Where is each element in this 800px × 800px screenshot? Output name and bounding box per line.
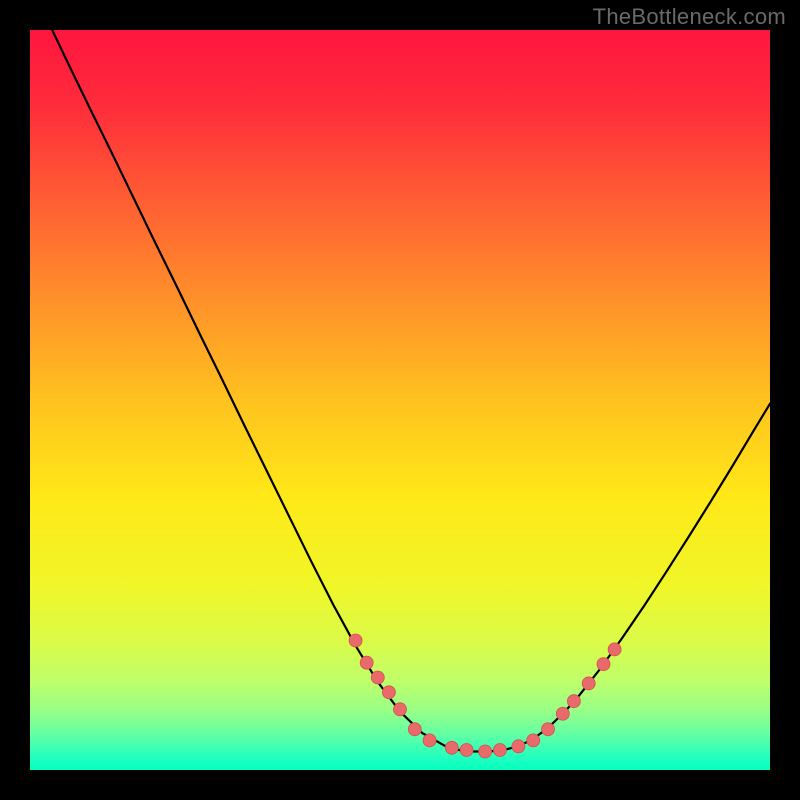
chart-svg <box>30 30 770 770</box>
curve-marker <box>582 677 595 690</box>
curve-marker <box>349 634 362 647</box>
curve-marker <box>556 707 569 720</box>
curve-marker <box>567 695 580 708</box>
curve-marker <box>479 745 492 758</box>
curve-marker <box>423 734 436 747</box>
curve-marker <box>597 658 610 671</box>
curve-marker <box>408 723 421 736</box>
bottleneck-curve <box>52 30 770 752</box>
curve-marker <box>512 740 525 753</box>
curve-marker <box>371 671 384 684</box>
curve-marker <box>445 741 458 754</box>
curve-marker <box>493 744 506 757</box>
curve-marker <box>608 643 621 656</box>
curve-marker <box>394 703 407 716</box>
curve-marker <box>460 744 473 757</box>
marker-group <box>349 634 621 758</box>
plot-area <box>30 30 770 770</box>
curve-marker <box>527 734 540 747</box>
curve-marker <box>360 656 373 669</box>
watermark-text: TheBottleneck.com <box>593 4 786 30</box>
curve-marker <box>382 686 395 699</box>
curve-marker <box>542 723 555 736</box>
